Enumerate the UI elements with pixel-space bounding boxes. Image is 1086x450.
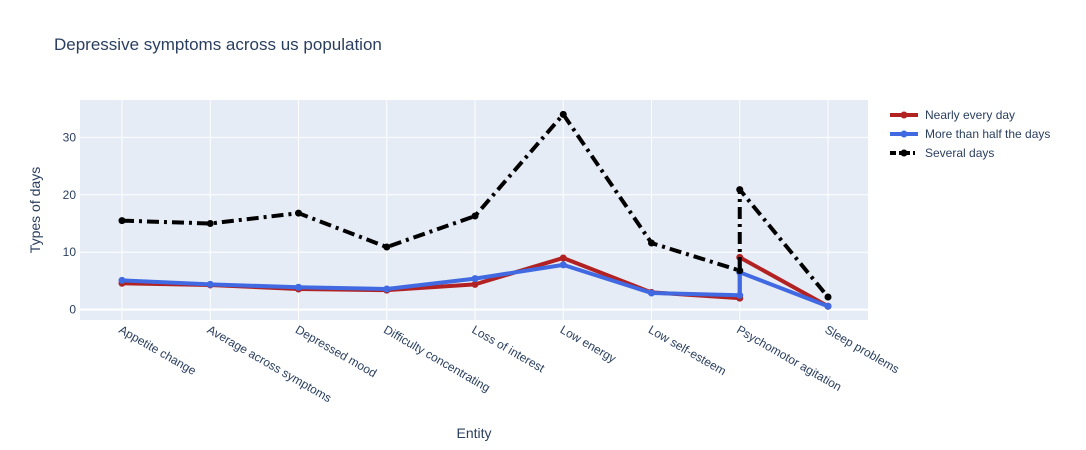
data-point[interactable]: [648, 289, 655, 297]
y-tick-label: 10: [63, 245, 77, 259]
y-axis-ticks: 0 10 20 30: [63, 130, 77, 316]
data-point[interactable]: [824, 293, 832, 301]
y-tick-label: 20: [63, 188, 77, 202]
data-point[interactable]: [736, 186, 744, 194]
legend[interactable]: Nearly every day More than half the days S…: [890, 108, 1050, 160]
legend-item-more-than-half-the-days[interactable]: More than half the days: [890, 127, 1050, 141]
legend-marker-swatch: [900, 130, 908, 138]
data-point[interactable]: [383, 285, 391, 293]
series-layer: [118, 110, 832, 310]
data-point[interactable]: [471, 275, 479, 283]
y-tick-label: 30: [63, 130, 77, 144]
data-point[interactable]: [736, 267, 744, 275]
x-tick-label: Appetite change: [117, 322, 199, 378]
series-more-than-half-the-days: [118, 261, 832, 310]
data-point[interactable]: [648, 239, 655, 247]
data-point[interactable]: [118, 217, 126, 225]
data-point[interactable]: [736, 291, 744, 299]
series-several-days: [118, 110, 832, 301]
series-line: [121, 262, 829, 309]
x-axis-title: Entity: [456, 425, 491, 441]
legend-item-nearly-every-day[interactable]: Nearly every day: [890, 108, 1015, 122]
x-tick-label: Low self-esteem: [646, 322, 729, 378]
data-point[interactable]: [206, 280, 214, 288]
y-tick-label: 0: [69, 303, 76, 317]
data-point[interactable]: [471, 280, 479, 288]
data-point[interactable]: [206, 219, 214, 227]
y-axis-title: Types of days: [27, 167, 43, 253]
data-point[interactable]: [559, 110, 567, 118]
legend-label: More than half the days: [925, 127, 1050, 141]
data-point[interactable]: [559, 261, 567, 269]
legend-label: Nearly every day: [925, 108, 1015, 122]
data-point[interactable]: [383, 243, 391, 251]
data-point[interactable]: [295, 209, 302, 217]
series-line: [121, 112, 830, 299]
x-tick-label: Low energy: [558, 322, 619, 365]
legend-item-several-days[interactable]: Several days: [890, 146, 994, 160]
chart-title: Depressive symptoms across us population: [54, 35, 382, 54]
x-tick-label: Sleep problems: [823, 322, 902, 376]
data-point[interactable]: [559, 254, 567, 262]
data-point[interactable]: [118, 276, 126, 284]
x-tick-label: Depressed mood: [293, 322, 379, 380]
data-point[interactable]: [824, 302, 832, 310]
data-point[interactable]: [295, 283, 302, 291]
x-axis-ticks: Appetite change Average across symptomsDe…: [117, 322, 902, 405]
x-tick-label: Loss of interest: [470, 322, 548, 375]
legend-marker-swatch: [900, 149, 908, 157]
legend-label: Several days: [925, 146, 994, 160]
data-point[interactable]: [471, 212, 479, 220]
legend-marker-swatch: [900, 111, 908, 119]
gridlines: [80, 100, 868, 320]
